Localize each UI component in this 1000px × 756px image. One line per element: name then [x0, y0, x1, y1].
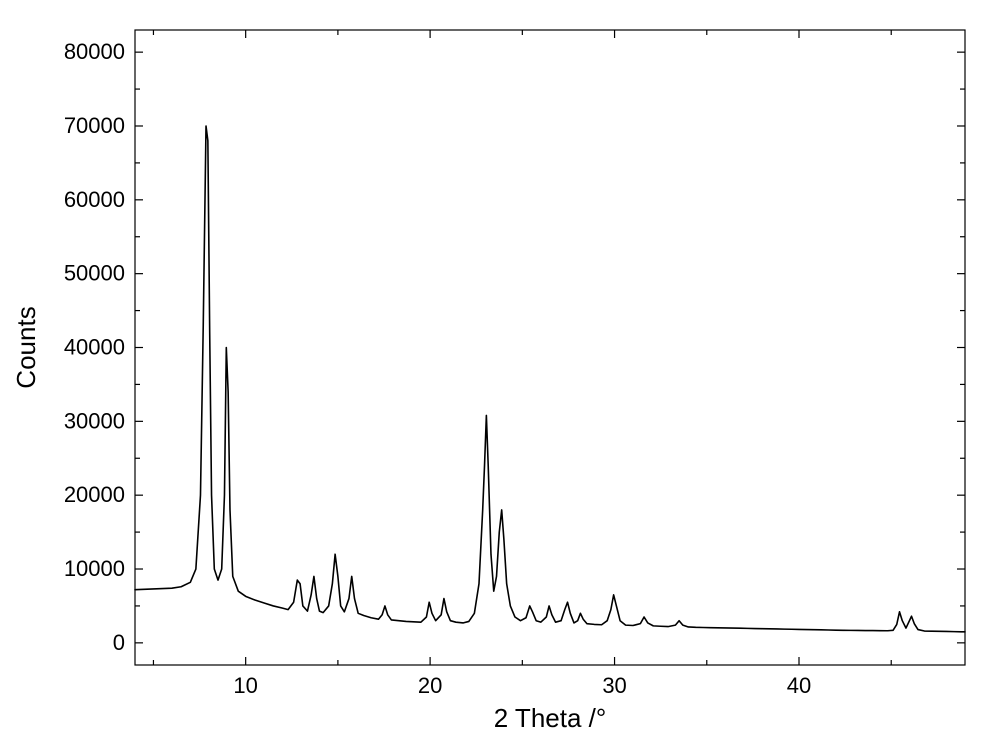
x-tick-label: 40 [787, 673, 811, 698]
y-tick-label: 40000 [64, 335, 125, 360]
y-tick-label: 60000 [64, 187, 125, 212]
y-axis-label: Counts [11, 306, 41, 388]
plot-frame [135, 30, 965, 665]
xrd-chart: 10 20 30 40 0 10000 20000 30000 40000 50000 60000 7… [0, 0, 1000, 756]
y-tick-label: 30000 [64, 408, 125, 433]
x-tick-label: 30 [602, 673, 626, 698]
x-tick-label: 10 [233, 673, 257, 698]
y-tick-label: 50000 [64, 261, 125, 286]
y-tick-label: 80000 [64, 39, 125, 64]
x-tick-label: 20 [418, 673, 442, 698]
x-axis-label: 2 Theta /° [494, 703, 607, 733]
y-tick-label: 20000 [64, 482, 125, 507]
y-tick-label: 70000 [64, 113, 125, 138]
xrd-pattern [135, 126, 965, 632]
chart-canvas: 10 20 30 40 0 10000 20000 30000 40000 50000 60000 7… [0, 0, 1000, 756]
y-tick-label: 0 [113, 630, 125, 655]
y-tick-label: 10000 [64, 556, 125, 581]
